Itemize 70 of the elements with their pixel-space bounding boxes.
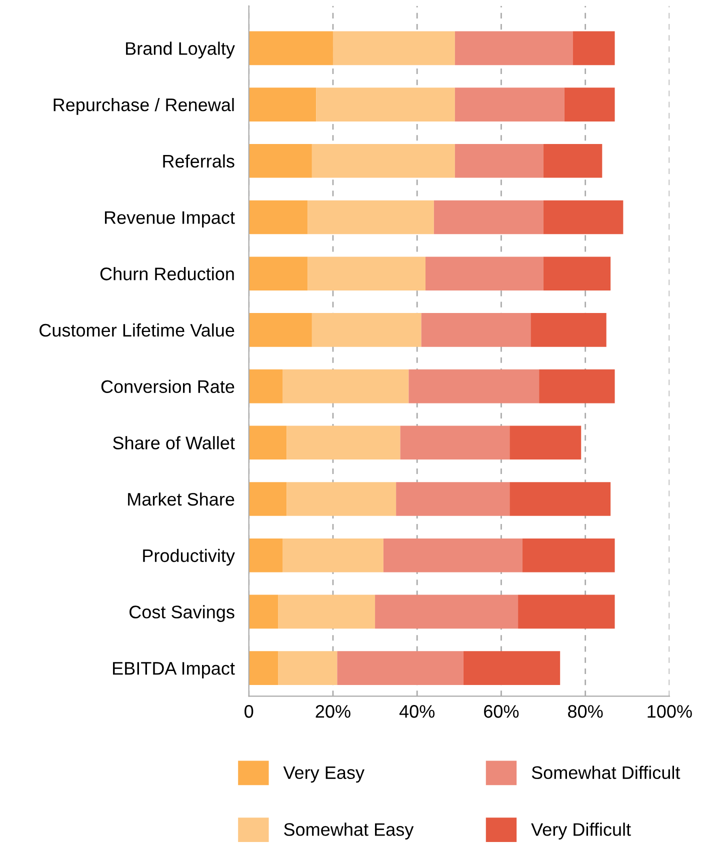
y-tick-label: Brand Loyalty xyxy=(126,42,235,58)
legend-label: Very Easy xyxy=(283,766,364,783)
bar xyxy=(308,200,434,234)
y-tick-label: EBITDA Impact xyxy=(113,662,235,678)
bar xyxy=(518,594,615,629)
bar xyxy=(543,144,602,178)
bar xyxy=(434,200,544,234)
x-tick-label: 100% xyxy=(648,705,692,718)
legend-label: Somewhat Easy xyxy=(284,822,414,840)
bar xyxy=(572,31,615,66)
y-tick-label: Conversion Rate xyxy=(101,380,234,394)
bar xyxy=(282,538,384,572)
x-tick-label: 60% xyxy=(484,705,519,718)
bar xyxy=(248,538,283,572)
bar xyxy=(543,256,611,291)
bar xyxy=(248,369,283,404)
bar xyxy=(248,651,278,685)
bar xyxy=(426,256,544,291)
x-tick-label: 20% xyxy=(316,705,350,718)
bar xyxy=(543,200,624,234)
bar xyxy=(286,482,396,516)
y-tick-label: Productivity xyxy=(143,548,235,566)
bar xyxy=(564,88,615,122)
bar xyxy=(530,313,606,347)
bar xyxy=(248,313,312,347)
bar xyxy=(454,144,544,178)
bar xyxy=(463,651,560,685)
bar xyxy=(282,369,409,404)
bar xyxy=(312,313,422,347)
x-tick-label: 0 xyxy=(244,705,254,718)
bar xyxy=(408,369,540,404)
bar xyxy=(510,426,582,460)
bar xyxy=(400,426,510,460)
y-tick-label: Share of Wallet xyxy=(113,436,235,450)
bar xyxy=(312,144,455,178)
bar xyxy=(539,369,615,404)
bar xyxy=(278,651,338,685)
x-tick-label: 40% xyxy=(399,705,435,718)
y-tick-label: Revenue Impact xyxy=(104,211,235,228)
bar xyxy=(454,31,573,66)
bar xyxy=(454,88,564,122)
bar xyxy=(337,651,464,685)
y-tick-label: Customer Lifetime Value xyxy=(40,323,234,337)
y-tick-label: Repurchase / Renewal xyxy=(54,98,234,115)
bar xyxy=(308,256,426,291)
bar xyxy=(248,594,278,629)
y-tick-label: Referrals xyxy=(163,154,234,168)
bar xyxy=(248,31,333,66)
bar xyxy=(383,538,522,572)
bar xyxy=(248,200,308,234)
legend-label: Somewhat Difficult xyxy=(532,766,680,780)
bar xyxy=(421,313,531,347)
bar xyxy=(396,482,510,516)
x-tick-label: 80% xyxy=(568,705,603,718)
y-tick-label: Cost Savings xyxy=(130,605,234,622)
bar xyxy=(278,594,376,629)
bar xyxy=(316,88,455,122)
bar xyxy=(248,482,287,516)
legend-label: Very Difficult xyxy=(531,822,631,840)
bar xyxy=(332,31,455,66)
bar xyxy=(248,144,312,178)
bar xyxy=(248,426,287,460)
bar xyxy=(248,88,316,122)
y-tick-label: Market Share xyxy=(128,492,234,506)
bar xyxy=(510,482,611,516)
y-tick-label: Churn Reduction xyxy=(100,267,234,280)
bar xyxy=(248,256,308,291)
bar xyxy=(375,594,518,629)
bar xyxy=(286,426,400,460)
bar xyxy=(522,538,615,572)
